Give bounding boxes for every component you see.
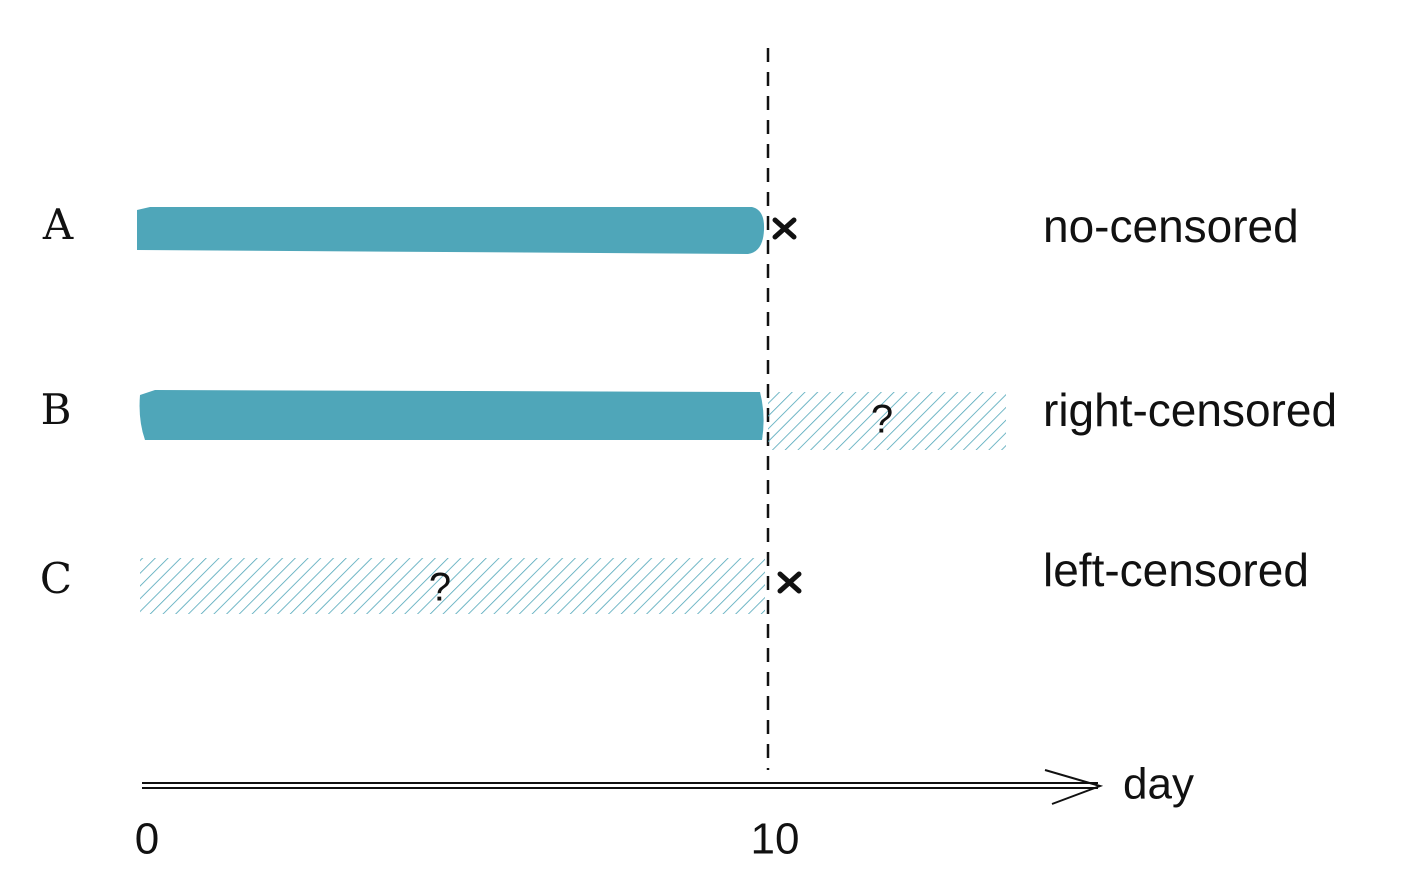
row-label: C <box>40 554 72 603</box>
row-label: B <box>41 385 72 434</box>
time-axis <box>142 769 1104 805</box>
axis-tick-label: 10 <box>751 815 800 864</box>
observed-bar <box>137 207 765 254</box>
status-label: left-censored <box>1043 544 1309 596</box>
row-label: A <box>42 200 74 249</box>
event-mark <box>777 571 802 594</box>
status-label: no-censored <box>1043 200 1299 252</box>
unknown-mark: ? <box>429 566 451 610</box>
axis-tick-label: 0 <box>135 815 159 864</box>
axis-label: day <box>1123 760 1194 809</box>
status-label: right-censored <box>1043 384 1337 436</box>
unknown-region <box>768 392 1006 450</box>
event-mark <box>772 217 797 240</box>
observed-bar <box>139 390 764 440</box>
unknown-region <box>140 558 765 614</box>
unknown-mark: ? <box>871 398 893 442</box>
